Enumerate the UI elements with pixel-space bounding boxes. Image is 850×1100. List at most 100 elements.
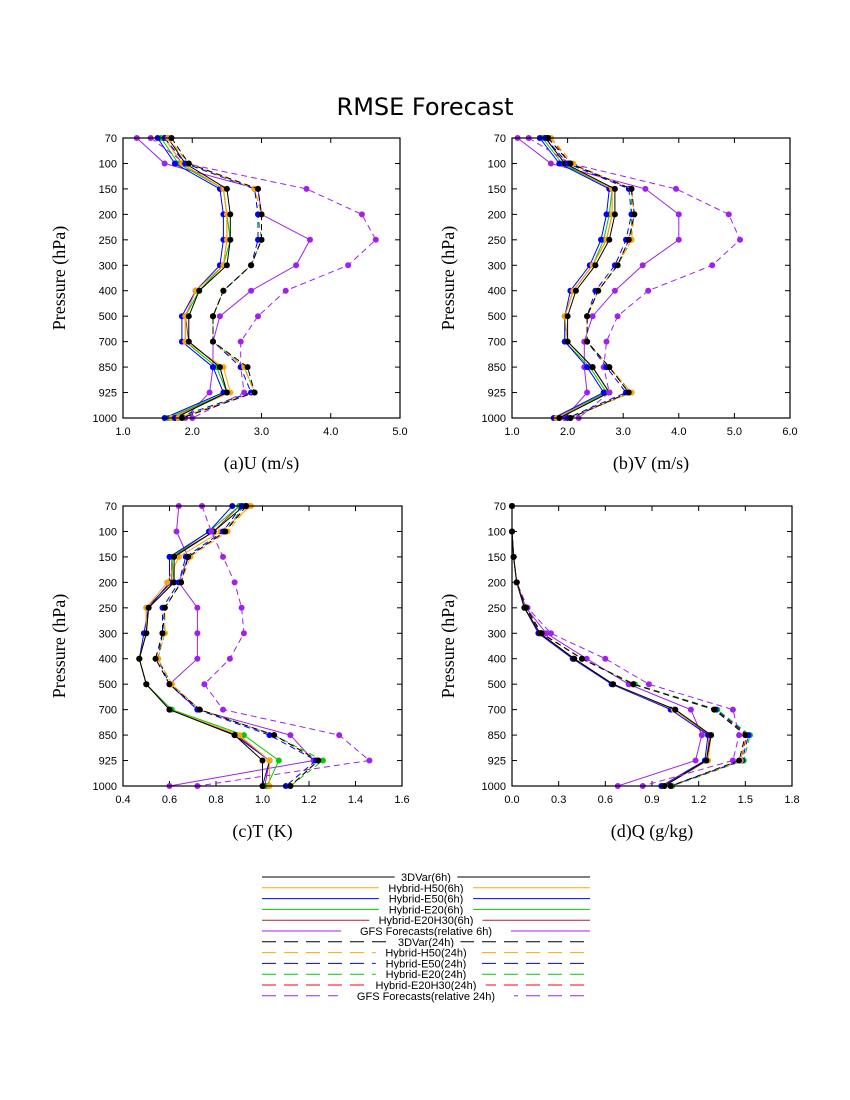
series-line-hybrid-e50-24h [545,137,633,419]
data-point [672,706,679,713]
y-tick-label: 850 [488,362,506,374]
data-point [589,313,596,320]
series-line-hybrid-h50-6h [545,137,613,419]
x-axis-label: (c)T (K) [232,821,292,842]
data-point [275,757,282,764]
data-point [271,732,278,739]
x-axis-label: (b)V (m/s) [613,453,689,474]
data-point [227,211,234,218]
y-tick-label: 250 [99,235,117,247]
series-line-3dvar-6h [167,137,231,419]
data-point [231,579,238,586]
data-point [602,655,609,662]
y-tick-label: 300 [488,628,506,640]
legend-label: Hybrid-E50(6h) [389,894,464,906]
series-line-hybrid-e20h30-24h [155,505,320,787]
data-point [220,553,226,560]
data-point [645,287,652,294]
data-point [513,579,520,586]
data-point [556,160,563,167]
series-line-hybrid-e50-6h [511,506,709,787]
data-point [236,732,243,739]
series-line-gfs-forecasts-relative-24h [528,137,741,419]
y-tick-label: 70 [105,501,117,513]
series-line-gfs-forecasts-relative-6h [511,506,703,787]
data-point [159,630,166,637]
data-point [315,757,322,764]
legend-label: 3DVar(6h) [401,872,451,884]
x-tick-label: 0.9 [644,794,659,806]
x-tick-label: 1.5 [738,794,753,806]
series-line-hybrid-e20-6h [511,506,712,787]
y-tick-label: 250 [99,603,117,615]
data-point [603,211,610,218]
data-point [255,313,261,320]
legend-label: Hybrid-H50(24h) [385,948,466,960]
data-point [220,287,227,294]
data-point [152,655,159,662]
series-line-gfs-forecasts-relative-6h [136,137,311,419]
x-tick-label: 0.3 [551,794,566,806]
data-point [319,757,326,764]
x-tick-label: 3.0 [254,426,269,438]
y-tick-label: 925 [99,756,117,768]
series-line-hybrid-e50-24h [157,505,317,787]
data-point [287,732,294,739]
data-point [611,211,618,218]
series-line-hybrid-h50-6h [164,137,231,419]
data-point [584,389,591,396]
legend: 3DVar(6h)Hybrid-H50(6h)Hybrid-E50(6h)Hyb… [262,872,590,1005]
data-point [248,287,255,294]
series-line-hybrid-h50-6h [511,506,712,787]
data-point [161,604,168,611]
legend-label: Hybrid-E20(6h) [389,904,464,916]
data-point [303,185,310,192]
y-axis-label: Pressure (hPa) [49,594,70,698]
y-tick-label: 925 [488,756,506,768]
series-line-3dvar-24h [547,137,635,419]
legend-item: Hybrid-H50(24h) [262,947,590,960]
data-point [673,185,679,192]
y-tick-label: 200 [99,577,117,589]
data-point [227,236,234,243]
y-tick-label: 300 [488,260,506,272]
data-point [358,211,365,218]
data-point [523,604,529,611]
data-point [547,630,554,637]
legend-label-bg [378,882,474,893]
data-point [208,528,215,535]
y-tick-label: 300 [99,260,117,272]
plot-frame [511,505,793,787]
y-axis-label: Pressure (hPa) [438,226,459,330]
y-tick-label: 100 [488,158,506,170]
series-line-3dvar-6h [138,505,263,786]
data-point [266,757,273,764]
data-point [725,211,732,218]
series-line-gfs-forecasts-relative-24h [150,137,377,419]
legend-label: GFS Forecasts(relative 6h) [360,926,492,938]
y-tick-label: 100 [99,526,117,538]
data-point [737,236,743,243]
y-tick-label: 150 [99,184,117,196]
data-point [711,706,718,713]
data-point [161,160,168,167]
data-point [606,389,613,396]
plot-frame [122,137,401,419]
y-tick-label: 700 [99,705,117,717]
data-point [675,211,682,218]
legend-item: GFS Forecasts(relative 6h) [262,926,590,938]
data-point [143,681,150,688]
data-point [194,604,201,611]
data-point [592,262,599,269]
legend-item: Hybrid-E50(6h) [262,893,590,906]
legend-label-bg [337,990,515,1001]
data-point [185,553,192,560]
data-point [293,262,300,269]
data-point [336,732,343,739]
data-point [595,287,602,294]
data-point [171,579,178,586]
y-tick-label: 250 [488,603,506,615]
data-point [742,732,749,739]
data-point [628,185,635,192]
